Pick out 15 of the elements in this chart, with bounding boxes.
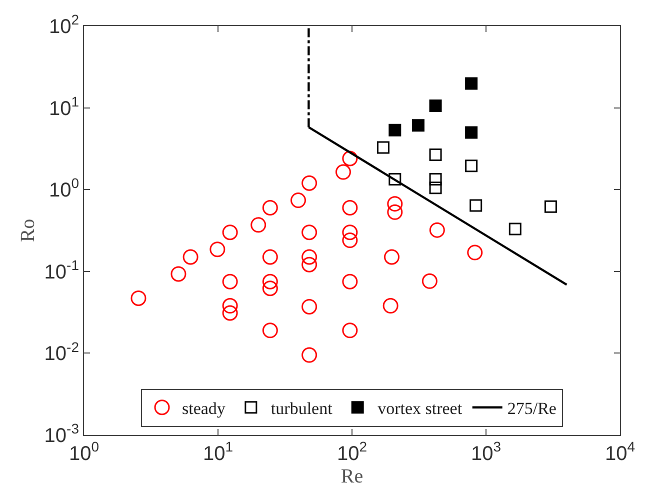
legend-label: vortex street [378,399,462,418]
x-tick-label: 10$^{4}$ [604,438,636,465]
y-tick-label: 10$^{-2}$ [44,338,80,366]
legend-label: 275/Re [507,399,556,418]
y-tick-label: 10$^{-1}$ [44,257,80,284]
y-tick-label: 10$^{1}$ [48,93,80,120]
x-axis-title: Re [340,466,364,488]
y-tick-label: 10$^{0}$ [48,175,80,202]
x-tick-label: 10$^{2}$ [336,438,368,465]
y-tick-label: 10$^{2}$ [48,12,80,38]
x-tick-label: 10$^{1}$ [202,438,234,465]
legend-label: turbulent [270,399,333,418]
legend-label: steady [182,399,226,418]
x-tick-label: 10$^{3}$ [470,438,502,465]
y-axis-title: Ro [16,218,39,242]
